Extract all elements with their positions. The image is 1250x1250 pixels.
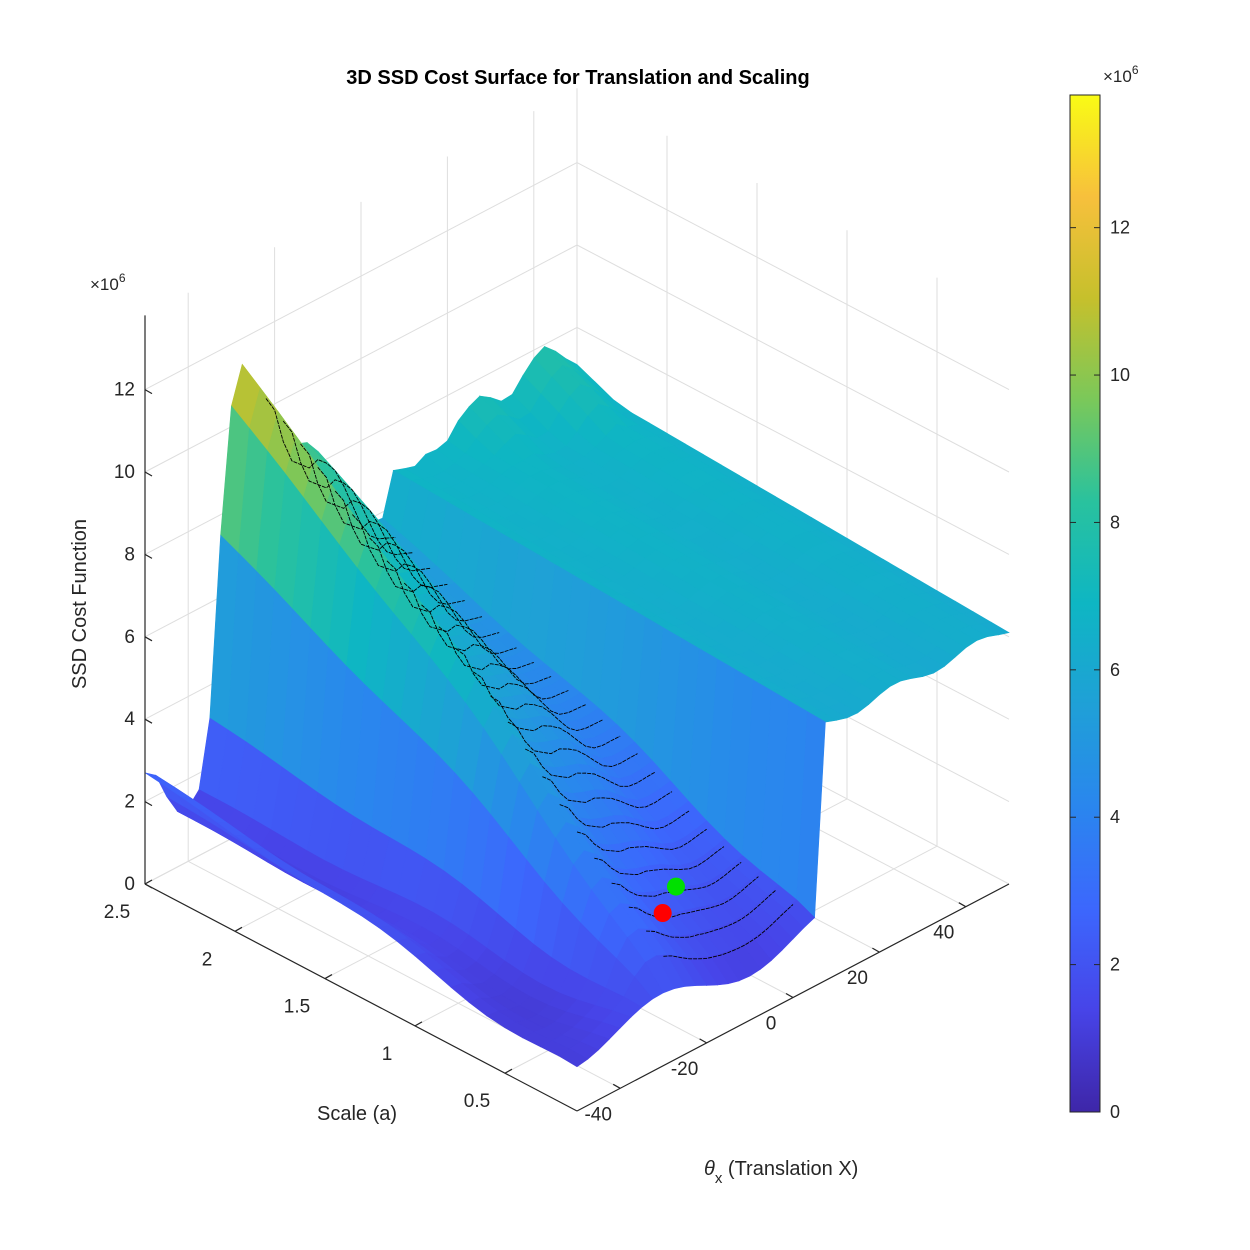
contour-line [421,604,552,685]
z-exponent-label: ×106 [90,271,126,294]
z-tick-label: 0 [124,874,135,895]
z-axis-ticks: 0 2 4 6 8 10 12 [114,380,153,895]
contour-line [317,467,448,588]
cost-surface [144,346,1010,1068]
y-tick-mark [414,1021,423,1027]
contour-line [542,776,673,808]
z-axis-label: SSD Cost Function [69,519,91,689]
contour-line [438,626,569,700]
x-tick-label: 0 [766,1014,777,1035]
contour-line [507,721,638,767]
colorbar-tick-label: 10 [1110,365,1130,385]
contour-line [525,748,656,787]
colorbar-tick-label: 2 [1110,955,1120,975]
z-tick-label: 10 [114,462,135,483]
contour-line [663,904,794,960]
minima-markers [653,877,685,922]
x-axis-label-text: (Translation X) [722,1158,858,1180]
z-exponent-base: ×10 [90,275,119,294]
contour-line [628,876,759,918]
x-axis-label: θx (Translation X) [704,1158,858,1187]
y-tick-mark [234,926,243,932]
y-axis-label: Scale (a) [317,1103,397,1125]
colorbar-tick-label: 0 [1110,1102,1120,1122]
contour-line [559,804,690,830]
colorbar-tick-label: 4 [1110,807,1120,827]
z-tick-mark [144,471,153,477]
chart-title: 3D SSD Cost Surface for Translation and … [346,67,809,89]
z-exponent-power: 6 [119,271,126,285]
y-tick-label: 1 [382,1044,393,1065]
z-tick-mark [144,636,153,642]
z-tick-label: 6 [124,627,135,648]
y-tick-label: 2.5 [104,902,130,923]
colorbar-ticks: 0 2 4 6 8 10 12 [1070,218,1130,1122]
y-tick-mark [504,1068,513,1074]
x-tick-mark [699,1038,707,1044]
z-tick-label: 8 [124,544,135,565]
minimum-marker-green [667,877,685,896]
x-axis-ticks: -40 -20 0 20 40 [584,902,967,1125]
colorbar-exponent-label: ×106 [1103,63,1139,86]
colorbar-tick-label: 8 [1110,512,1120,532]
contour-line [455,648,586,715]
contour-line [473,671,604,731]
contour-line [300,443,431,572]
y-axis-ticks: 0.5 1 1.5 2 2.5 [104,879,513,1112]
x-tick-mark [872,947,880,953]
z-tick-mark [144,553,153,559]
minimum-marker-red [653,904,672,922]
x-tick-mark [612,1083,621,1089]
contour-line [334,490,465,605]
contour-line [576,828,707,852]
x-tick-label: -20 [671,1059,698,1080]
colorbar-exponent-base: ×10 [1103,67,1132,86]
z-tick-label: 2 [124,792,135,813]
y-tick-label: 0.5 [464,1091,490,1112]
x-axis-label-symbol: θ [704,1158,715,1180]
x-tick-label: 40 [933,923,954,944]
y-tick-mark [144,879,153,885]
colorbar-tick-label: 12 [1110,218,1130,238]
z-tick-mark [144,801,153,807]
colorbar-tick-label: 6 [1110,660,1120,680]
x-axis-label-subscript: x [715,1170,723,1187]
contour-line [282,420,413,556]
y-tick-mark [324,974,333,980]
contour-line [403,582,534,670]
y-tick-label: 2 [202,949,213,970]
z-tick-label: 12 [114,380,135,401]
z-tick-label: 4 [124,709,135,730]
x-tick-mark [958,902,967,908]
contour-line [352,514,483,622]
surface-patch [558,1048,589,1068]
contour-line [369,537,500,638]
contour-line [646,889,776,938]
x-tick-label: -40 [584,1104,611,1125]
contour-line [490,695,621,749]
x-tick-label: 20 [847,968,868,989]
z-tick-mark [144,883,153,889]
x-tick-mark [785,992,794,999]
contour-line [265,398,396,540]
z-tick-mark [144,718,153,724]
y-tick-label: 1.5 [284,997,310,1018]
colorbar-exponent-power: 6 [1132,63,1139,77]
axes-3d: -40 -20 0 20 40 0.5 1 1.5 2 2.5 0 2 4 6 8 10 12 [104,88,1010,1125]
z-tick-mark [144,389,153,395]
contour-line [594,846,725,875]
colorbar-gradient [1069,94,1101,1113]
